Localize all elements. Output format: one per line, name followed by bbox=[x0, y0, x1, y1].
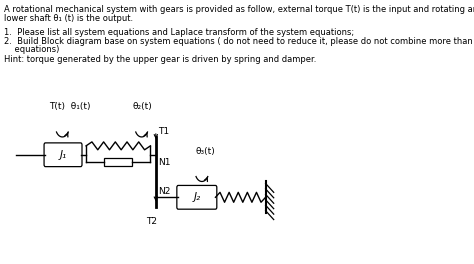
Text: θ₃(t): θ₃(t) bbox=[195, 147, 215, 156]
Text: θ₂(t): θ₂(t) bbox=[132, 102, 152, 111]
Text: J₁: J₁ bbox=[59, 150, 66, 160]
FancyBboxPatch shape bbox=[177, 185, 217, 209]
Text: 2.  Build Block diagram base on system equations ( do not need to reduce it, ple: 2. Build Block diagram base on system eq… bbox=[4, 37, 474, 46]
Text: T2: T2 bbox=[146, 217, 157, 226]
Text: equations): equations) bbox=[4, 45, 59, 54]
Text: N2: N2 bbox=[158, 187, 170, 196]
Text: T(t)  θ₁(t): T(t) θ₁(t) bbox=[49, 102, 91, 111]
Text: N1: N1 bbox=[158, 158, 170, 167]
Bar bbox=[104, 158, 132, 166]
Text: Hint: torque generated by the upper gear is driven by spring and damper.: Hint: torque generated by the upper gear… bbox=[4, 55, 317, 64]
Text: A rotational mechanical system with gears is provided as follow, external torque: A rotational mechanical system with gear… bbox=[4, 5, 474, 14]
Text: T1: T1 bbox=[158, 127, 169, 136]
Text: lower shaft θ₁ (t) is the output.: lower shaft θ₁ (t) is the output. bbox=[4, 14, 133, 23]
Text: 1.  Please list all system equations and Laplace transform of the system equatio: 1. Please list all system equations and … bbox=[4, 28, 354, 37]
Text: J₂: J₂ bbox=[193, 192, 201, 202]
FancyBboxPatch shape bbox=[44, 143, 82, 167]
